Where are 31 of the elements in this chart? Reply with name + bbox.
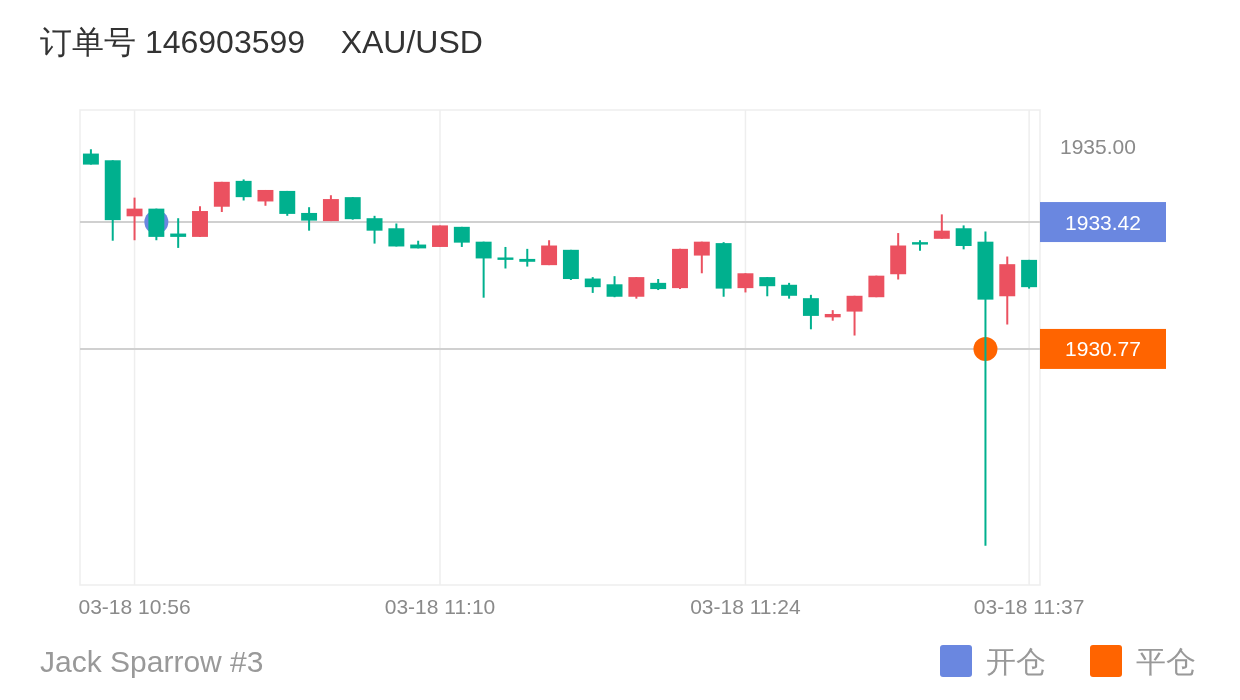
candlestick [126,196,143,242]
legend-label: 开仓 [986,644,1046,678]
candlestick [301,206,318,232]
candlestick [933,213,950,240]
candlestick [628,276,645,300]
x-tick-label: 03-18 10:56 [78,594,191,618]
y-tick-label: 1930.77 [1065,337,1141,361]
chart-title: 订单号 146903599 XAU/USD [40,24,483,60]
candlestick [846,294,863,337]
text: Jack Sparrow #3 [40,644,264,678]
x-tick-label: 03-18 11:24 [690,594,802,618]
candlestick [279,189,296,217]
candlestick [344,196,361,221]
legend-label: 平仓 [1136,644,1196,678]
candlestick [366,214,383,245]
candlestick [955,224,972,251]
candlestick [322,194,339,223]
candlestick [475,240,492,299]
y-tick-label: 1935.00 [1060,134,1136,158]
candlestick [497,245,514,270]
candlestick [693,240,710,275]
y-tick-label: 1933.42 [1065,210,1141,234]
candlestick [170,217,187,249]
x-tick-label: 03-18 11:37 [973,594,1085,618]
candlestick [737,272,754,294]
candlestick [802,293,819,331]
x-tick-label: 03-18 11:10 [384,594,496,618]
candlestick [541,239,558,267]
candlestick [759,276,776,298]
candlestick [432,224,448,248]
candlestick [235,178,252,202]
